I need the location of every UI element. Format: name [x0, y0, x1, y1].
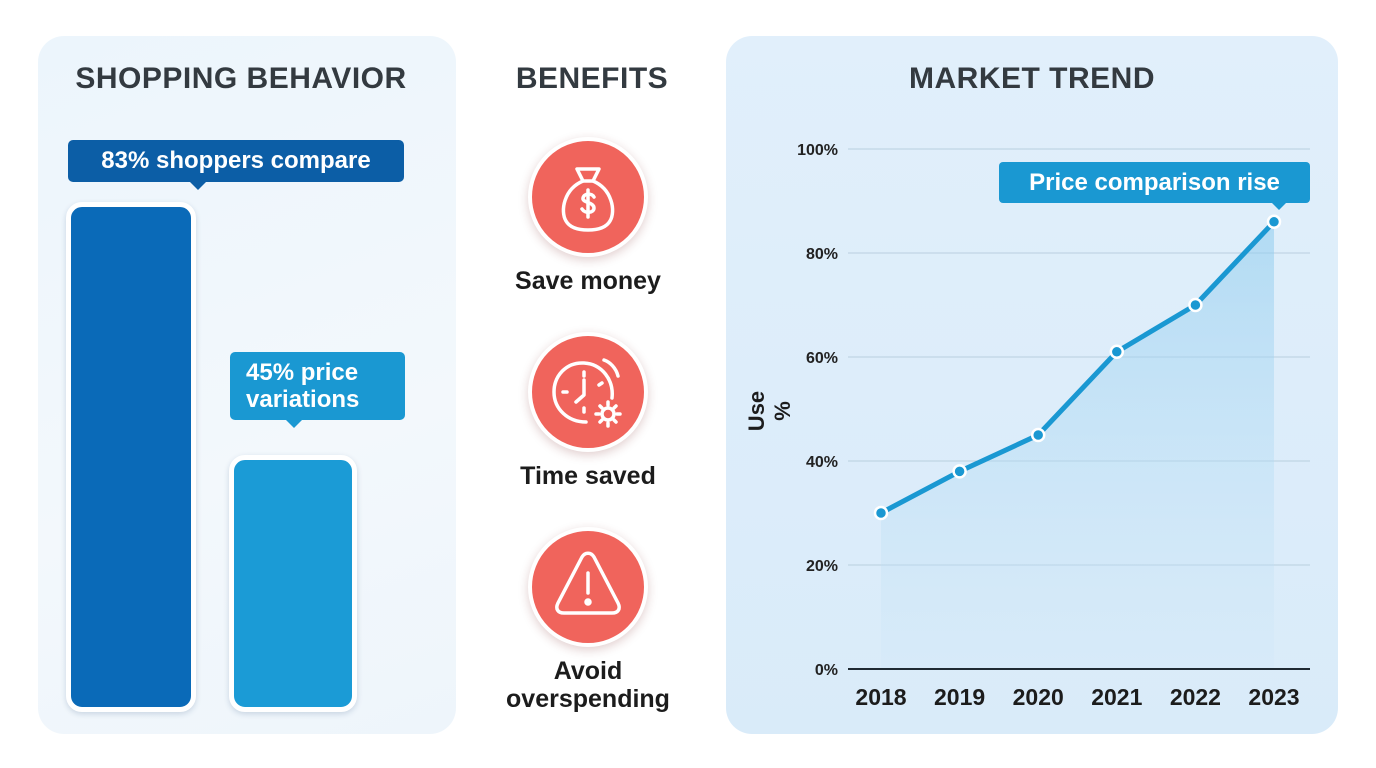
area-fill	[881, 221, 1274, 670]
x-tick-label: 2018	[855, 684, 906, 710]
callout-price-variations: 45% price variations	[230, 352, 405, 428]
benefit-label-time-saved: Time saved	[520, 462, 656, 490]
benefits-title: BENEFITS	[515, 62, 669, 95]
y-tick-label: 0%	[815, 662, 838, 679]
money-bag-icon	[528, 137, 648, 257]
data-point-2020	[1030, 427, 1046, 443]
bar-price-variations	[229, 455, 357, 712]
market-trend-title: MARKET TREND	[909, 62, 1155, 95]
x-tick-label: 2020	[1013, 684, 1064, 710]
data-point-2019	[952, 464, 967, 479]
data-point-2023	[1266, 214, 1282, 230]
x-tick-label: 2023	[1248, 684, 1299, 710]
callout-shoppers-compare: 83% shoppers compare	[68, 140, 404, 190]
y-tick-label: 80%	[806, 246, 838, 263]
data-point-2018	[873, 505, 889, 521]
x-tick-label: 2022	[1170, 684, 1221, 710]
y-tick-label: 60%	[806, 350, 838, 367]
data-point-2022	[1188, 297, 1203, 313]
x-tick-label: 2021	[1091, 684, 1142, 710]
series-line	[878, 219, 1277, 516]
price-comparison-callout: Price comparison rise	[999, 162, 1310, 210]
y-tick-label: 40%	[806, 454, 838, 471]
market-trend-chart: 0% 20% 40% 60% 80% 100% 2018 2019 2020 2021 2022 20…	[797, 142, 1310, 710]
y-tick-label: 100%	[797, 142, 838, 159]
clock-gear-icon	[528, 332, 648, 452]
y-axis-label: Use %	[744, 390, 795, 432]
benefit-label-avoid-overspending: Avoid overspending	[506, 657, 670, 713]
benefit-label-save-money: Save money	[515, 267, 661, 295]
data-point-2021	[1109, 344, 1125, 360]
y-tick-label: 20%	[806, 558, 838, 575]
x-tick-label: 2019	[934, 684, 985, 710]
bar-shoppers-compare	[66, 202, 196, 712]
shopping-behavior-title: SHOPPING BEHAVIOR	[75, 62, 407, 95]
warning-icon	[528, 527, 648, 647]
